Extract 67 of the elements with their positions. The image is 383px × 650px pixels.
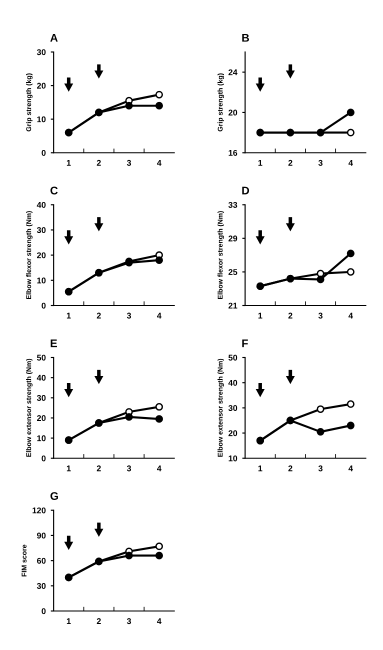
- x-tick-label: 2: [96, 465, 101, 472]
- x-tick-label: 1: [258, 160, 262, 166]
- y-tick-label: 120: [32, 507, 46, 514]
- y-tick-label: 33: [228, 202, 238, 208]
- x-tick-label: 4: [156, 466, 162, 472]
- chart-title: E: [50, 339, 57, 348]
- x-tick-label: 1: [258, 312, 262, 318]
- y-tick-label: 40: [228, 380, 238, 386]
- x-tick-label: 3: [126, 465, 132, 472]
- x-tick-label: 1: [66, 618, 71, 624]
- chart-title: D: [242, 186, 250, 194]
- x-tick-label: 2: [288, 312, 292, 318]
- y-tick-label: 20: [37, 252, 46, 258]
- y-tick-label: 50: [228, 354, 238, 361]
- x-tick-label: 1: [66, 466, 71, 472]
- y-tick-label: 24: [228, 69, 238, 76]
- y-tick-label: 0: [42, 302, 46, 309]
- y-tick-label: 10: [37, 116, 46, 122]
- y-tick-label: 0: [42, 608, 46, 614]
- y-tick-label: 60: [37, 558, 46, 564]
- x-tick-label: 4: [156, 312, 162, 318]
- y-tick-label: 30: [228, 405, 238, 411]
- x-tick-label: 4: [156, 618, 162, 624]
- x-tick-label: 4: [348, 466, 353, 472]
- y-tick-label: 0: [42, 455, 46, 462]
- y-tick-label: 90: [37, 532, 46, 539]
- chart-title: C: [50, 186, 58, 194]
- y-tick-label: 25: [228, 269, 238, 276]
- y-tick-label: 10: [37, 435, 46, 442]
- y-tick-label: 30: [36, 49, 46, 56]
- x-tick-label: 2: [96, 312, 101, 318]
- y-tick-label: 10: [37, 278, 46, 284]
- y-tick-label: 21: [228, 302, 238, 309]
- x-tick-label: 4: [348, 160, 353, 166]
- chart-title: G: [50, 492, 58, 500]
- x-tick-label: 1: [66, 160, 71, 166]
- x-tick-label: 2: [96, 160, 101, 166]
- x-tick-label: 1: [258, 466, 262, 472]
- y-tick-label: 40: [36, 374, 46, 381]
- x-tick-label: 3: [318, 160, 323, 166]
- x-tick-label: 2: [288, 465, 292, 472]
- y-tick-label: 10: [228, 455, 238, 462]
- chart-title: A: [50, 34, 58, 42]
- x-tick-label: 3: [318, 465, 323, 472]
- x-tick-label: 3: [126, 312, 132, 319]
- y-tick-label: 20: [228, 110, 238, 116]
- chart-title: F: [242, 339, 248, 348]
- y-tick-label: 20: [37, 82, 46, 89]
- x-tick-label: 3: [318, 312, 323, 319]
- x-tick-label: 4: [348, 312, 353, 318]
- y-tick-label: 29: [228, 236, 238, 242]
- x-tick-label: 2: [96, 618, 101, 624]
- y-tick-label: 50: [36, 354, 46, 361]
- y-tick-label: 40: [36, 202, 46, 208]
- y-tick-label: 16: [228, 150, 238, 156]
- y-tick-label: 20: [228, 430, 238, 436]
- x-tick-label: 4: [156, 160, 162, 166]
- y-tick-label: 30: [36, 583, 46, 589]
- y-tick-label: 20: [37, 415, 46, 422]
- x-tick-label: 3: [126, 160, 132, 166]
- y-tick-label: 30: [36, 395, 46, 401]
- x-tick-label: 3: [126, 618, 132, 624]
- x-tick-label: 2: [288, 160, 292, 166]
- y-tick-label: 30: [36, 227, 46, 234]
- x-tick-label: 1: [66, 312, 71, 318]
- y-tick-label: 0: [42, 150, 46, 156]
- chart-title: B: [242, 34, 250, 42]
